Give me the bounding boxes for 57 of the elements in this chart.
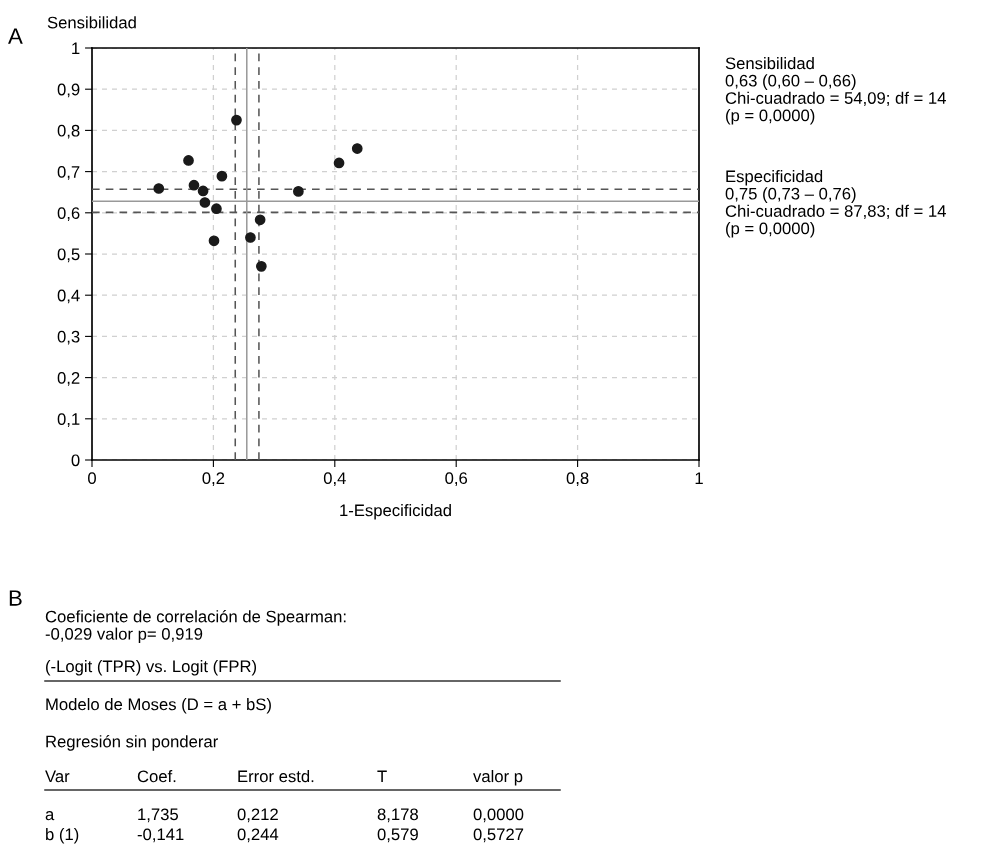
y-tick-label: 0,9 (57, 83, 80, 98)
point (255, 261, 267, 272)
x-tick-label: 0,4 (323, 472, 346, 487)
text: 0,244 (237, 828, 279, 843)
y-tick-label: 0 (71, 454, 80, 467)
x-tick-label: 0,8 (566, 472, 589, 487)
text: Coeficiente de correlación de Spearman: -0,029 valor p= 0,919 (45, 610, 346, 644)
y-tick-label: 0,4 (57, 289, 80, 304)
point (245, 232, 256, 243)
text: b (1) (46, 828, 79, 844)
text: a (45, 811, 55, 821)
text: 1,735 (138, 808, 179, 823)
text: Coef. (137, 770, 176, 783)
text: Error estd. (238, 770, 314, 783)
y-tick-label: 0,3 (57, 330, 80, 345)
x-tick-label: 0,6 (445, 472, 468, 487)
text: A (8, 28, 23, 44)
text: valor p (473, 770, 523, 786)
point (333, 157, 345, 169)
text: 8,178 (377, 808, 418, 823)
point (197, 185, 209, 197)
text: T (377, 770, 387, 783)
y-tick-label: 1 (72, 42, 80, 55)
point (211, 203, 222, 215)
y-tick-label: 0,5 (57, 248, 80, 263)
point (199, 197, 211, 208)
y-tick-label: 0,2 (57, 372, 80, 386)
y-tick-label: 0,1 (57, 413, 80, 427)
text: Var (45, 770, 70, 783)
text: -0,141 (137, 828, 184, 843)
point (293, 186, 304, 197)
x-axis-title: 1-Especificidad (340, 504, 451, 520)
text: Modelo de Moses (D = a + bS) (46, 698, 271, 714)
text: 0,212 (237, 808, 278, 823)
x-tick-label: 1 (695, 472, 703, 484)
point (208, 235, 220, 247)
text: 0,0000 (473, 808, 524, 823)
y-axis-title: Sensibilidad (47, 16, 136, 29)
text: 0,579 (377, 828, 418, 843)
text: Sensibilidad 0,63 (0,60 – 0,66) Chi-cuadrado = 54,09; df = 14 (p = 0,0000) (725, 57, 946, 125)
y-tick-label: 0,8 (57, 124, 80, 139)
point (188, 179, 200, 191)
point (153, 183, 165, 194)
point (351, 143, 363, 154)
y-tick-label: 0,6 (57, 207, 80, 221)
text: B (9, 590, 22, 606)
point (183, 155, 194, 166)
y-tick-label: 0,7 (57, 166, 80, 180)
text: (-Logit (TPR) vs. Logit (FPR) (46, 660, 257, 676)
x-tick-label: 0,2 (202, 472, 225, 487)
point (254, 214, 266, 226)
text: Especificidad 0,75 (0,73 – 0,76) Chi-cuadrado = 87,83; df = 14 (p = 0,0000) (725, 170, 946, 238)
text: 0,5727 (473, 828, 524, 843)
point (216, 170, 228, 182)
text: Regresión sin ponderar (46, 735, 218, 751)
x-tick-label: 0 (88, 472, 96, 485)
point (231, 114, 242, 126)
